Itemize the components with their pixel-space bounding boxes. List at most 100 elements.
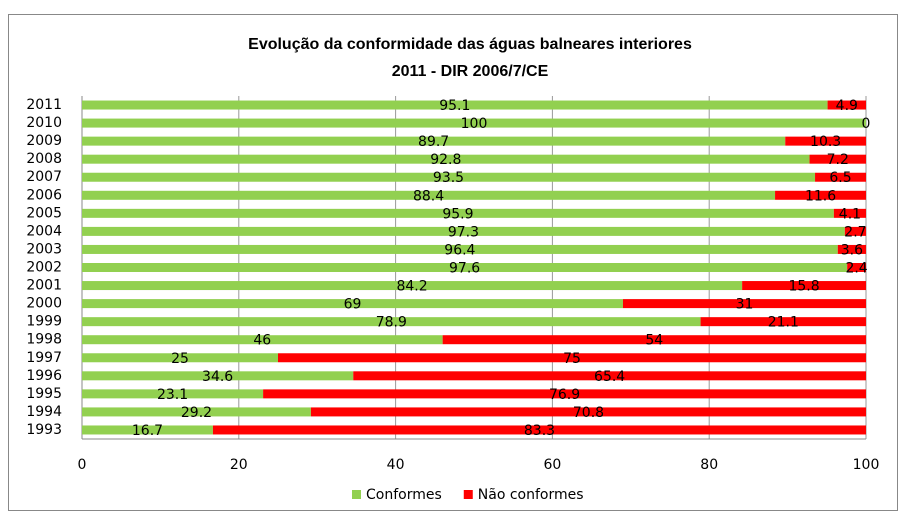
data-label: 78.9 (376, 315, 407, 331)
bar-segment (809, 154, 866, 164)
y-tick-label: 1993 (26, 422, 62, 438)
data-label: 46 (253, 333, 271, 349)
bar-segment (844, 226, 866, 236)
data-label: 29.2 (181, 405, 212, 421)
y-tick-label: 2006 (26, 187, 62, 203)
data-label: 97.6 (449, 261, 480, 277)
y-tick-label: 1996 (26, 368, 62, 384)
bar-segment (82, 281, 743, 291)
bar-segment (82, 263, 848, 272)
data-label: 34.6 (202, 369, 233, 385)
data-label: 54 (645, 333, 663, 349)
data-label: 83.3 (524, 423, 555, 439)
y-tick-label: 2011 (26, 97, 62, 113)
data-label: 69 (344, 297, 362, 313)
bar-segment (82, 154, 810, 164)
bar-segment (847, 263, 866, 272)
chart-title: Evolução da conformidade das águas balne… (248, 36, 692, 53)
legend-swatch (463, 490, 473, 499)
data-label: 11.6 (805, 188, 836, 204)
data-label: 93.5 (433, 170, 464, 186)
data-label: 4.1 (839, 206, 861, 222)
data-label: 15.8 (788, 279, 819, 295)
bar-segment (82, 118, 866, 128)
x-tick-label: 0 (78, 457, 87, 473)
y-tick-label: 2004 (26, 223, 62, 239)
y-tick-label: 1997 (26, 350, 62, 366)
bar-segment (212, 425, 867, 435)
y-tick-label: 2010 (26, 115, 62, 131)
x-tick-label: 20 (230, 457, 248, 473)
data-label: 70.8 (573, 405, 604, 421)
y-tick-label: 1994 (26, 404, 62, 420)
y-tick-label: 2001 (26, 278, 62, 294)
data-label: 75 (563, 351, 581, 367)
data-label: 4.9 (836, 98, 858, 114)
y-tick-label: 1995 (26, 386, 62, 402)
x-tick-label: 100 (853, 457, 880, 473)
x-tick-label: 40 (387, 457, 405, 473)
bar-segment (82, 100, 828, 110)
bar-segment (700, 317, 866, 327)
data-label: 89.7 (418, 134, 449, 150)
x-tick-label: 60 (543, 457, 561, 473)
data-label: 100 (461, 116, 488, 132)
bar-segment (310, 407, 867, 417)
data-label: 97.3 (448, 224, 479, 240)
data-label: 31 (736, 297, 754, 313)
bar-segment (82, 407, 311, 417)
legend-label: Não conformes (478, 487, 584, 503)
bar-segment (785, 136, 866, 146)
y-tick-label: 2009 (26, 133, 62, 149)
y-tick-label: 1999 (26, 314, 62, 330)
data-label: 10.3 (810, 134, 841, 150)
data-label: 21.1 (768, 315, 799, 331)
bar-segment (278, 353, 866, 363)
legend-swatch (352, 490, 361, 499)
bar-segment (82, 190, 776, 200)
bar-segment (82, 208, 834, 218)
data-label: 95.1 (439, 98, 470, 114)
data-label: 95.9 (442, 206, 473, 222)
data-label: 92.8 (430, 152, 461, 168)
y-tick-label: 1998 (26, 332, 62, 348)
data-label: 0 (862, 116, 871, 132)
y-tick-label: 2002 (26, 260, 62, 276)
x-tick-label: 80 (700, 457, 718, 473)
bar-segment (82, 425, 213, 435)
data-label: 65.4 (594, 369, 625, 385)
bar-segment (353, 371, 866, 381)
data-label: 16.7 (132, 423, 163, 439)
bar-segment (827, 100, 866, 110)
data-label: 25 (171, 351, 189, 367)
bar-segment (742, 281, 866, 291)
data-label: 96.4 (444, 242, 475, 258)
y-tick-label: 2007 (26, 169, 62, 185)
y-tick-label: 2000 (26, 296, 62, 312)
bar-segment (442, 335, 866, 345)
bar-segment (82, 317, 701, 327)
bar-segment (263, 389, 866, 399)
bar-segment (82, 226, 845, 236)
bar-segment (775, 190, 866, 200)
bar-segment (622, 299, 866, 309)
data-label: 84.2 (396, 279, 427, 295)
bar-segment (82, 244, 838, 254)
data-label: 7.2 (827, 152, 849, 168)
y-tick-label: 2008 (26, 151, 62, 167)
bar-segment (82, 136, 786, 146)
data-label: 6.5 (829, 170, 851, 186)
bar-segment (815, 172, 866, 182)
data-label: 2.4 (845, 261, 867, 277)
bar-segment (82, 389, 264, 399)
data-label: 3.6 (841, 242, 863, 258)
bar-segment (82, 371, 354, 381)
data-label: 2.7 (844, 224, 866, 240)
data-label: 23.1 (157, 387, 188, 403)
data-label: 88.4 (413, 188, 444, 204)
y-tick-label: 2005 (26, 205, 62, 221)
bar-segment (82, 353, 278, 363)
bar-segment (837, 244, 866, 254)
chart-subtitle: 2011 - DIR 2006/7/CE (392, 63, 549, 80)
